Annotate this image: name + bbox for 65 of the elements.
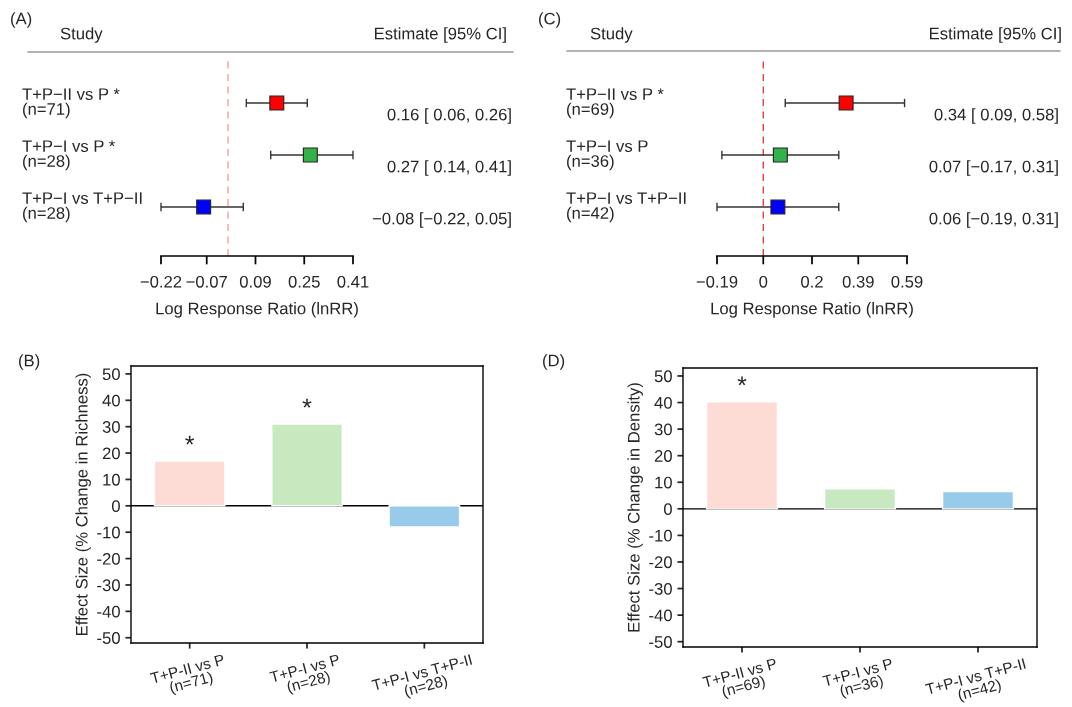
y-tick-label: T+P−II vs P * (n=71) [22, 88, 120, 119]
x-tick-label: 0.25 [288, 275, 320, 288]
data-label: 0.07 [−0.17, 0.31] [929, 160, 1058, 176]
y-axis-title: Effect Size (% Change in Density) [627, 383, 643, 632]
y-tick-label: -30 [649, 582, 672, 595]
y-tick-label: T+P−II vs P * (n=69) [566, 88, 664, 119]
x-tick-label: −0.22 [140, 275, 182, 288]
text: Study [590, 27, 633, 43]
x-axis-title: Log Response Ratio (lnRR) [711, 302, 913, 318]
y-tick-label: T+P−I vs P * (n=28) [22, 140, 115, 171]
x-tick-label: 0.2 [801, 275, 823, 288]
x-axis-title: Log Response Ratio (lnRR) [156, 302, 358, 318]
text: Estimate [95% CI] [929, 27, 1061, 43]
y-tick-label: 0 [111, 500, 120, 513]
y-tick-label: -40 [97, 605, 120, 618]
y-tick-label: 20 [654, 450, 672, 462]
y-tick-label: -50 [649, 636, 672, 648]
y-tick-label: 0 [663, 503, 672, 516]
annotation: * [185, 435, 195, 445]
y-tick-label: 30 [654, 423, 672, 436]
y-tick-label: 50 [654, 370, 672, 383]
x-tick-label: T+P-I vs T+P-II (n=28) [371, 654, 473, 700]
x-tick-label: T+P-I vs T+P-II (n=42) [924, 658, 1026, 704]
y-tick-label: T+P−I vs T+P−II (n=28) [22, 192, 142, 223]
y-tick-label: -50 [97, 632, 120, 644]
x-tick-label: 0 [759, 275, 768, 288]
y-tick-label: 10 [655, 476, 672, 489]
text: Estimate [95% CI] [374, 27, 506, 43]
data-label: 0.16 [ 0.06, 0.26] [387, 108, 511, 124]
y-tick-label: T+P−I vs P (n=36) [566, 140, 648, 171]
text: (A) [11, 12, 32, 28]
annotation: * [302, 398, 312, 408]
x-tick-label: 0.09 [239, 275, 271, 288]
y-tick-label: T+P−I vs T+P−II (n=42) [566, 192, 686, 223]
y-tick-label: -40 [649, 609, 672, 622]
x-tick-label: 0.59 [891, 275, 923, 288]
annotation: * [737, 376, 747, 386]
y-tick-label: -10 [649, 529, 672, 542]
y-tick-label: 40 [102, 394, 120, 407]
y-tick-label: 30 [102, 421, 120, 433]
y-tick-label: 40 [654, 396, 672, 409]
x-tick-label: 0.41 [337, 275, 369, 288]
x-tick-label: T+P-II vs P (n=69) [702, 658, 778, 700]
data-label: 0.34 [ 0.09, 0.58] [934, 108, 1058, 124]
y-tick-label: -30 [97, 579, 120, 592]
y-tick-label: -10 [97, 526, 120, 539]
data-label: 0.06 [−0.19, 0.31] [929, 212, 1058, 228]
x-tick-label: T+P-II vs P (n=71) [149, 654, 225, 696]
y-tick-label: 50 [102, 368, 120, 381]
data-label: 0.27 [ 0.14, 0.41] [387, 160, 511, 176]
y-tick-label: 10 [103, 473, 120, 486]
y-tick-label: -20 [649, 556, 672, 569]
chart-title: (D) [543, 354, 565, 370]
data-label: −0.08 [−0.22, 0.05] [372, 212, 511, 228]
text: (C) [539, 12, 561, 28]
x-tick-label: −0.07 [186, 275, 227, 288]
y-axis-title: Effect Size (% Change in Richness) [75, 373, 91, 635]
x-tick-label: 0.39 [842, 275, 874, 288]
x-tick-label: T+P-I vs P (n=36) [822, 658, 894, 700]
x-tick-label: T+P-I vs P (n=28) [269, 654, 341, 696]
x-tick-label: −0.19 [696, 275, 738, 288]
y-tick-label: -20 [97, 552, 120, 565]
text: Study [60, 27, 103, 43]
y-tick-label: 20 [102, 447, 120, 460]
chart-title: (B) [19, 354, 40, 370]
